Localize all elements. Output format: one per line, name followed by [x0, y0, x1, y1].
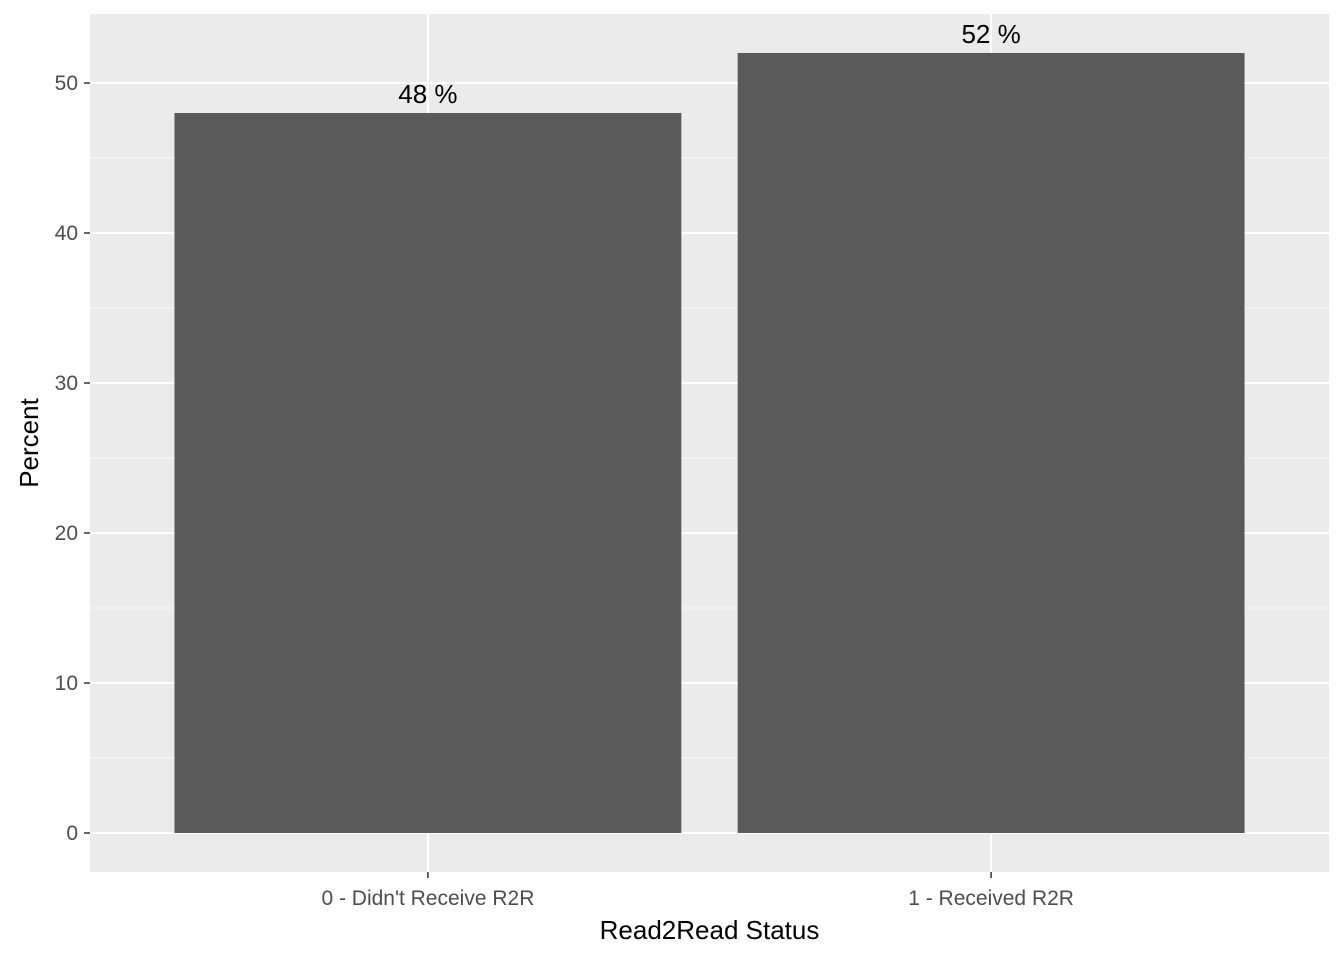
x-axis: 0 - Didn't Receive R2R 1 - Received R2R [321, 872, 1074, 910]
bars [174, 53, 1245, 833]
y-tick-label: 0 [66, 822, 78, 845]
x-tick-label: 1 - Received R2R [908, 887, 1074, 910]
x-axis-title: Read2Read Status [600, 915, 820, 945]
data-label: 52 % [961, 19, 1020, 49]
bar [737, 53, 1245, 833]
bar [174, 113, 682, 833]
y-tick-label: 50 [55, 72, 78, 95]
y-tick-label: 20 [55, 522, 78, 545]
y-tick-label: 40 [55, 222, 78, 245]
x-tick-label: 0 - Didn't Receive R2R [321, 887, 534, 910]
y-tick-label: 10 [55, 672, 78, 695]
data-label: 48 % [398, 79, 457, 109]
y-axis-title: Percent [14, 397, 44, 487]
data-labels: 48 % 52 % [398, 19, 1020, 109]
y-axis: 0 10 20 30 40 50 [55, 72, 90, 845]
y-tick-label: 30 [55, 372, 78, 395]
